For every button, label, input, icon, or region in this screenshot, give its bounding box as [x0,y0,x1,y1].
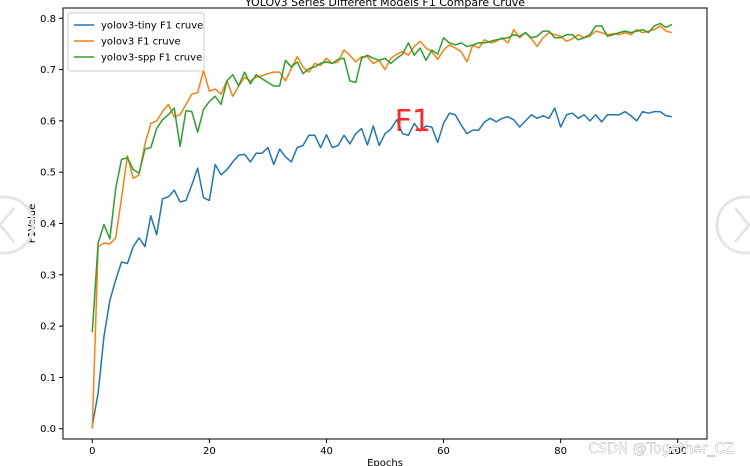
y-tick-label: 0.1 [40,373,56,384]
prev-circle [0,195,35,255]
chart-title: YOLOv3 Series Different Models F1 Compar… [244,0,525,9]
x-axis-label: Epochs [367,458,403,466]
x-tick-label: 60 [437,446,450,457]
f1-annotation: F1 [395,104,431,139]
x-tick-label: 0 [89,446,95,457]
next-button[interactable] [715,195,750,255]
y-tick-label: 0.2 [40,322,56,333]
y-tick-label: 0.4 [40,219,56,230]
x-axis: 0 20 40 60 80 100 [89,439,687,457]
legend-label: yolov3 F1 cruve [101,37,181,48]
y-tick-label: 0.7 [40,65,56,76]
legend: yolov3-tiny F1 cruve yolov3 F1 cruve yolov… [67,12,205,72]
y-tick-label: 0.6 [40,116,56,127]
y-axis: 0.0 0.1 0.2 0.3 0.4 0.5 0.6 0.7 0.8 [40,14,63,435]
watermark: CSDN @Together_CZ [588,441,734,457]
series-group [91,22,673,429]
x-tick-label: 40 [320,446,333,457]
next-circle [715,195,750,255]
y-tick-label: 0.8 [40,14,56,25]
series-line-1 [91,107,673,427]
legend-label: yolov3-spp F1 cruve [101,53,202,64]
x-tick-label: 80 [554,446,567,457]
series-line-3 [91,22,673,333]
legend-box [67,12,205,72]
prev-button[interactable] [0,195,35,255]
y-tick-label: 0.0 [40,424,56,435]
y-tick-label: 0.5 [40,168,56,179]
y-tick-label: 0.3 [40,270,56,281]
x-tick-label: 100 [668,446,687,457]
x-tick-label: 20 [203,446,216,457]
chevron-left-icon [0,207,16,243]
series-line-2 [91,25,673,429]
plot-frame [62,7,708,440]
legend-label: yolov3-tiny F1 cruve [101,21,203,32]
chevron-right-icon [733,207,750,243]
